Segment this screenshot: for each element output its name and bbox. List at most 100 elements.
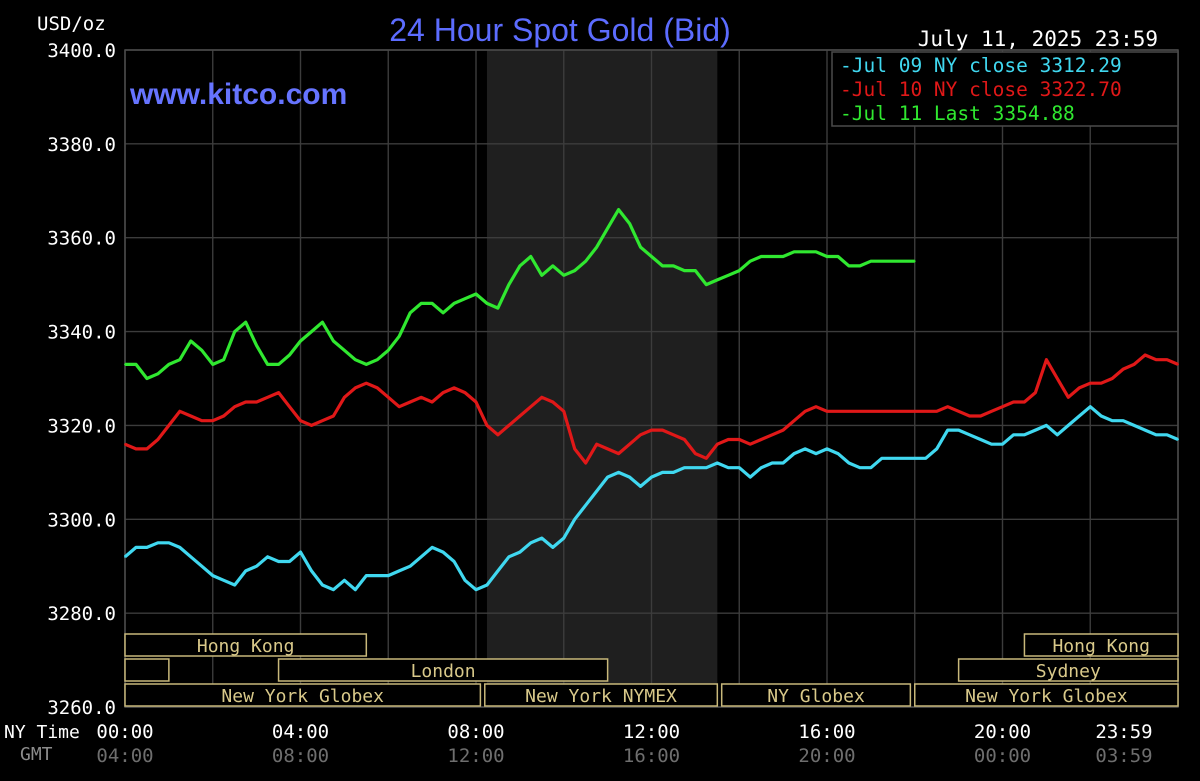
data-point (782, 429, 785, 432)
data-point (891, 457, 894, 460)
data-point (299, 551, 302, 554)
data-point (859, 410, 861, 413)
timestamp: July 11, 2025 23:59 (918, 27, 1158, 51)
data-point (584, 260, 587, 263)
data-point (727, 466, 730, 469)
data-point (167, 363, 170, 366)
data-point (518, 551, 521, 554)
data-point (946, 405, 949, 408)
data-point (793, 452, 795, 455)
data-point (157, 372, 159, 375)
data-point (518, 264, 521, 267)
session-box (1023, 633, 1179, 657)
data-point (343, 579, 346, 582)
data-point (343, 349, 346, 352)
data-point (475, 588, 477, 591)
data-point (848, 462, 850, 464)
data-point (672, 471, 675, 474)
data-point (880, 457, 883, 460)
data-point (1100, 415, 1103, 417)
data-point (880, 410, 883, 413)
data-point (508, 424, 510, 427)
data-point (497, 433, 499, 436)
y-tick-label: 3300.0 (47, 509, 116, 531)
data-point (453, 560, 455, 563)
y-tick-label: 3400.0 (47, 40, 116, 62)
data-point (211, 419, 214, 422)
data-point (409, 565, 412, 568)
data-point (705, 466, 708, 469)
data-point (837, 410, 839, 413)
data-point (650, 476, 653, 478)
data-point (1045, 358, 1048, 361)
data-point (694, 269, 697, 272)
data-point (683, 269, 686, 272)
data-point (573, 447, 576, 450)
data-point (321, 584, 324, 586)
data-point (595, 443, 598, 446)
y-tick-label: 3340.0 (47, 322, 116, 344)
data-point (716, 443, 719, 446)
x-tick-label-gmt: 12:00 (447, 745, 504, 767)
data-point (749, 476, 752, 478)
data-point (1034, 391, 1037, 394)
data-point (815, 405, 817, 408)
data-point (529, 541, 532, 544)
data-point (310, 330, 313, 333)
x-tick-label-ny: 20:00 (974, 721, 1031, 743)
data-point (661, 471, 664, 474)
data-point (584, 462, 587, 464)
data-point (606, 227, 609, 230)
data-point (891, 410, 894, 413)
data-point (935, 410, 938, 413)
data-point (1067, 424, 1070, 427)
data-point (1012, 401, 1015, 403)
data-point (1001, 405, 1004, 408)
data-point (387, 574, 390, 577)
data-point (255, 344, 258, 347)
data-point (167, 541, 170, 544)
data-point (1001, 443, 1004, 446)
data-point (135, 546, 137, 549)
data-point (606, 447, 609, 450)
data-point (266, 396, 269, 399)
data-point (705, 283, 708, 286)
data-point (1056, 433, 1059, 436)
data-point (464, 579, 466, 582)
shaded-session (486, 50, 718, 707)
session-label: New York Globex (965, 686, 1128, 707)
session-box (957, 658, 1179, 682)
data-point (760, 255, 763, 258)
data-point (255, 401, 258, 403)
data-point (1067, 396, 1070, 399)
data-point (771, 255, 774, 258)
legend: -Jul 09 NY close 3312.29-Jul 10 NY close… (831, 51, 1179, 127)
data-point (826, 410, 828, 413)
legend-box (831, 51, 1179, 127)
data-point (365, 363, 368, 366)
data-point (683, 466, 686, 469)
y-tick-label: 3360.0 (47, 228, 116, 250)
data-point (573, 518, 576, 521)
data-point (332, 588, 335, 591)
session-label: Hong Kong (197, 636, 295, 657)
session-label: New York Globex (221, 686, 384, 707)
data-point (211, 574, 214, 577)
data-point (135, 447, 137, 450)
data-point (771, 462, 774, 464)
data-point (968, 433, 971, 436)
data-point (694, 452, 697, 455)
data-point (716, 279, 719, 281)
data-point (299, 340, 302, 342)
data-point (420, 555, 423, 558)
data-point (595, 246, 598, 249)
data-point (497, 570, 499, 572)
data-point (157, 438, 159, 441)
data-point (431, 546, 434, 549)
session-box (914, 683, 1179, 707)
data-point (1177, 438, 1179, 441)
y-tick-label: 3320.0 (47, 415, 116, 437)
y-tick-label: 3260.0 (47, 697, 116, 719)
data-point (902, 410, 905, 413)
data-point (310, 570, 313, 572)
